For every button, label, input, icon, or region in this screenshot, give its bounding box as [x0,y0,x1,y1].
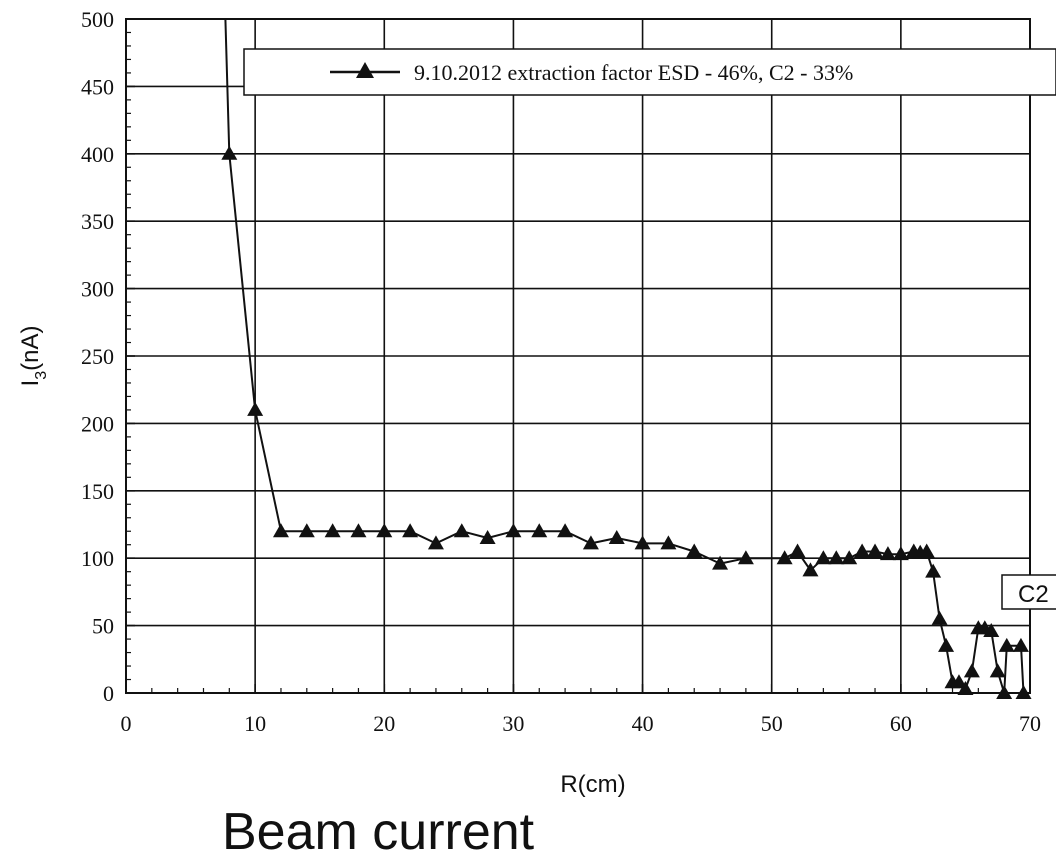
data-point-marker [453,523,470,538]
data-point-marker [802,562,819,577]
x-tick-label: 50 [761,711,783,736]
y-tick-label: 400 [81,142,114,167]
legend: 9.10.2012 extraction factor ESD - 46%, C… [243,48,1056,96]
data-point-marker [963,663,980,678]
y-axis-title-sub: 3 [33,371,50,380]
y-tick-label: 500 [81,7,114,32]
data-point-marker [854,543,871,558]
x-tick-labels: 0 10 20 30 40 50 60 70 [121,711,1042,736]
data-point-marker [938,637,955,652]
data-point-marker [557,523,574,538]
data-point-marker [350,523,367,538]
data-point-marker [983,622,1000,637]
data-point-marker [828,550,845,565]
svg-text:I3(nA): I3(nA) [17,326,50,387]
data-point-marker [531,523,548,538]
x-axis-title: R(cm) [560,771,625,798]
data-point-marker [479,529,496,544]
data-point-marker [272,523,289,538]
data-point-marker [324,523,341,538]
data-point-marker [427,535,444,550]
data-point-marker [789,543,806,558]
data-point-marker [737,550,754,565]
data-point-marker [402,523,419,538]
y-tick-label: 100 [81,546,114,571]
data-point-marker [712,555,729,570]
caption: Beam current [222,803,535,856]
x-tick-label: 10 [244,711,266,736]
data-point-marker [660,535,677,550]
y-tick-labels: 0 50 100 150 200 250 300 350 400 450 500 [81,7,114,706]
y-axis-title: I3(nA) [17,326,50,387]
data-point-marker [892,546,909,561]
data-point-marker [247,401,264,416]
data-point-marker [950,674,967,689]
y-tick-label: 350 [81,209,114,234]
data-point-marker [841,550,858,565]
data-point-marker [686,543,703,558]
y-tick-label: 450 [81,74,114,99]
data-point-marker [989,663,1006,678]
data-point-marker [998,637,1015,652]
x-tick-label: 60 [890,711,912,736]
data-point-marker [221,145,238,160]
y-tick-label: 0 [103,681,114,706]
data-point-marker [815,550,832,565]
series-markers [221,145,1032,699]
y-tick-label: 300 [81,277,114,302]
y-tick-label: 250 [81,344,114,369]
x-tick-label: 20 [373,711,395,736]
plot-frame [125,18,1031,694]
data-point-marker [505,523,522,538]
y-axis-title-main: I [17,380,44,387]
y-tick-label: 50 [92,614,114,639]
x-tick-label: 70 [1019,711,1041,736]
x-tick-label: 0 [121,711,132,736]
data-point-marker [582,535,599,550]
data-point-marker [298,523,315,538]
data-point-marker [879,546,896,561]
c2-box [1001,574,1056,610]
data-point-marker [931,610,948,625]
y-tick-label: 200 [81,411,114,436]
legend-marker [356,62,374,78]
data-point-marker [634,535,651,550]
y-axis-title-unit: (nA) [17,326,44,371]
data-point-marker [957,680,974,695]
x-tick-label: 30 [502,711,524,736]
legend-label: 9.10.2012 extraction factor ESD - 46%, C… [414,60,853,85]
x-tick-label: 40 [632,711,654,736]
data-point-marker [867,543,884,558]
c2-annotation: C2 [1001,574,1056,610]
c2-label: C2 [1018,581,1049,608]
data-point-marker [776,550,793,565]
grid [125,18,1031,694]
data-point-marker [1012,637,1029,652]
data-point-marker [918,543,935,558]
y-tick-label: 150 [81,479,114,504]
data-point-marker [925,563,942,578]
data-point-marker [376,523,393,538]
data-point-marker [608,529,625,544]
